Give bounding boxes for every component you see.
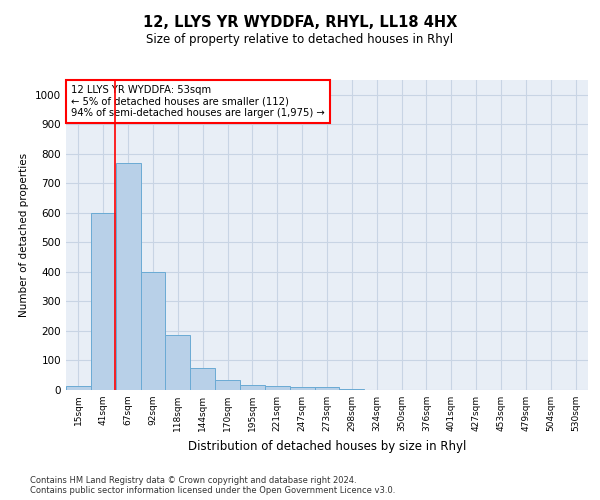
- Bar: [91, 213, 116, 390]
- Bar: [166, 336, 190, 390]
- Text: 12, LLYS YR WYDDFA, RHYL, LL18 4HX: 12, LLYS YR WYDDFA, RHYL, LL18 4HX: [143, 15, 457, 30]
- Y-axis label: Number of detached properties: Number of detached properties: [19, 153, 29, 317]
- Bar: [340, 388, 364, 390]
- Bar: [140, 272, 166, 390]
- Text: Contains HM Land Registry data © Crown copyright and database right 2024.
Contai: Contains HM Land Registry data © Crown c…: [30, 476, 395, 495]
- Bar: [314, 387, 340, 390]
- Bar: [265, 386, 290, 390]
- Bar: [190, 368, 215, 390]
- Bar: [240, 384, 265, 390]
- Bar: [66, 386, 91, 390]
- Bar: [116, 162, 140, 390]
- Text: 12 LLYS YR WYDDFA: 53sqm
← 5% of detached houses are smaller (112)
94% of semi-d: 12 LLYS YR WYDDFA: 53sqm ← 5% of detache…: [71, 84, 325, 118]
- X-axis label: Distribution of detached houses by size in Rhyl: Distribution of detached houses by size …: [188, 440, 466, 452]
- Text: Size of property relative to detached houses in Rhyl: Size of property relative to detached ho…: [146, 32, 454, 46]
- Bar: [290, 387, 314, 390]
- Bar: [215, 380, 240, 390]
